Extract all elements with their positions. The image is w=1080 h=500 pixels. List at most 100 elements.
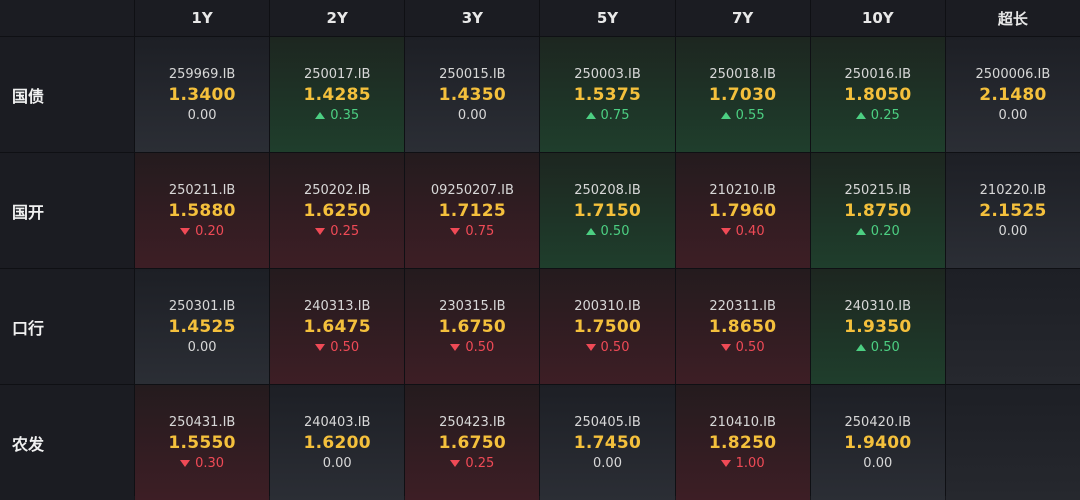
bond-cell[interactable]: 250018.IB 1.7030 0.55 (675, 37, 810, 152)
bond-code: 250017.IB (303, 66, 371, 82)
yield-change: 0.50 (315, 340, 359, 355)
bond-code: 250423.IB (439, 414, 506, 430)
yield-change: 0.75 (450, 224, 494, 239)
bond-yield: 1.6200 (303, 432, 371, 453)
bond-code: 210410.IB (709, 414, 776, 430)
bond-cell[interactable]: 230315.IB 1.6750 0.50 (405, 269, 540, 384)
yield-change: 0.00 (188, 108, 217, 123)
bond-cell[interactable]: 250301.IB 1.4525 0.00 (135, 269, 270, 384)
bond-code: 250015.IB (439, 66, 506, 82)
bond-yield: 1.8050 (844, 84, 912, 105)
change-value: 0.00 (998, 223, 1028, 239)
bond-cell[interactable]: 250015.IB 1.4350 0.00 (405, 37, 540, 152)
bond-yield: 1.3400 (168, 84, 236, 105)
yield-change: 0.40 (720, 224, 765, 239)
bond-cell[interactable]: 210410.IB 1.8250 1.00 (675, 385, 810, 500)
column-header: 1Y (135, 0, 270, 36)
row-label: 农发 (0, 385, 134, 500)
bond-code: 210210.IB (709, 182, 776, 198)
bond-yield: 1.7030 (708, 84, 777, 105)
yield-change: 0.35 (315, 108, 359, 123)
bond-code: 250018.IB (709, 66, 776, 82)
row-label: 口行 (0, 269, 134, 384)
change-value: 0.55 (735, 107, 765, 123)
bond-code: 250215.IB (844, 182, 912, 198)
bond-cell[interactable]: 240313.IB 1.6475 0.50 (270, 269, 405, 384)
triangle-up-icon (855, 227, 866, 235)
bond-yield: 1.8750 (844, 200, 912, 221)
change-value: 0.50 (465, 339, 495, 355)
bond-cell[interactable]: 259969.IB 1.3400 0.00 (135, 37, 270, 152)
change-value: 0.50 (600, 339, 630, 355)
bond-cell[interactable]: 240403.IB 1.6200 0.00 (270, 385, 405, 500)
yield-change: 0.00 (863, 456, 892, 471)
bond-cell[interactable]: 250215.IB 1.8750 0.20 (810, 153, 945, 268)
triangle-down-icon (315, 227, 326, 235)
yield-change: 1.00 (720, 456, 765, 471)
triangle-up-icon (315, 111, 326, 119)
bond-cell[interactable]: 200310.IB 1.7500 0.50 (540, 269, 675, 384)
bond-cell[interactable]: 240310.IB 1.9350 0.50 (810, 269, 945, 384)
yield-change: 0.00 (323, 456, 352, 471)
change-value: 0.00 (593, 455, 622, 471)
bond-yield: 1.5880 (168, 200, 236, 221)
triangle-down-icon (450, 459, 461, 467)
bond-yield: 1.9400 (844, 432, 912, 453)
yield-change: 0.50 (585, 339, 630, 355)
triangle-up-icon (720, 111, 731, 119)
bond-cell[interactable]: 250202.IB 1.6250 0.25 (270, 153, 405, 268)
change-value: 0.50 (735, 339, 765, 355)
bond-cell[interactable]: 250211.IB 1.5880 0.20 (135, 153, 270, 268)
yield-change: 0.50 (450, 340, 494, 355)
bond-cell[interactable]: 250431.IB 1.5550 0.30 (135, 385, 270, 500)
bond-cell[interactable]: 250405.IB 1.7450 0.00 (540, 385, 675, 500)
bond-code: 240403.IB (303, 414, 371, 430)
yield-change: 0.00 (188, 340, 217, 355)
triangle-down-icon (450, 227, 461, 235)
bond-yield: 1.4350 (438, 84, 507, 105)
bond-code: 230315.IB (439, 298, 506, 314)
bond-code: 250431.IB (168, 414, 236, 430)
triangle-down-icon (180, 459, 191, 467)
row-label: 国开 (0, 153, 134, 268)
bond-yield: 1.8250 (708, 432, 777, 453)
change-value: 0.75 (600, 107, 630, 123)
bond-cell[interactable]: 250208.IB 1.7150 0.50 (540, 153, 675, 268)
column-header: 10Y (810, 0, 945, 36)
bond-cell[interactable]: 250016.IB 1.8050 0.25 (810, 37, 945, 152)
column-header: 3Y (405, 0, 540, 36)
bond-cell[interactable]: 250017.IB 1.4285 0.35 (270, 37, 405, 152)
bond-yield: 1.6250 (303, 200, 371, 221)
bond-cell[interactable]: 250420.IB 1.9400 0.00 (810, 385, 945, 500)
yield-change: 0.00 (998, 108, 1027, 123)
bond-cell[interactable]: 210210.IB 1.7960 0.40 (675, 153, 810, 268)
bond-code: 250301.IB (168, 298, 236, 314)
yield-change: 0.25 (315, 224, 359, 239)
bond-code: 200310.IB (574, 298, 641, 314)
bond-yield: 1.5550 (168, 432, 236, 453)
bond-code: 240310.IB (844, 298, 912, 314)
bond-code: 09250207.IB (430, 182, 514, 198)
bond-cell[interactable]: 250423.IB 1.6750 0.25 (405, 385, 540, 500)
change-value: 0.25 (465, 455, 495, 471)
bond-yield: 1.6750 (438, 432, 507, 453)
bond-cell[interactable]: 2500006.IB 2.1480 0.00 (945, 37, 1080, 152)
change-value: 0.75 (465, 223, 495, 239)
bond-cell[interactable]: 220311.IB 1.8650 0.50 (675, 269, 810, 384)
bond-code: 250003.IB (574, 66, 641, 82)
bond-cell[interactable]: 210220.IB 2.1525 0.00 (945, 153, 1080, 268)
triangle-down-icon (315, 343, 326, 351)
row-label: 国债 (0, 37, 134, 152)
empty-cell (945, 269, 1080, 384)
bond-yield: 1.7960 (708, 200, 777, 221)
yield-change: 0.00 (593, 456, 622, 471)
triangle-down-icon (180, 227, 191, 235)
column-header: 2Y (270, 0, 405, 36)
change-value: 0.00 (457, 107, 487, 123)
bond-cell[interactable]: 250003.IB 1.5375 0.75 (540, 37, 675, 152)
bond-yield: 2.1480 (979, 84, 1047, 105)
yield-change: 0.20 (855, 224, 900, 239)
change-value: 0.00 (863, 455, 893, 471)
change-value: 0.30 (195, 455, 225, 471)
bond-cell[interactable]: 09250207.IB 1.7125 0.75 (405, 153, 540, 268)
